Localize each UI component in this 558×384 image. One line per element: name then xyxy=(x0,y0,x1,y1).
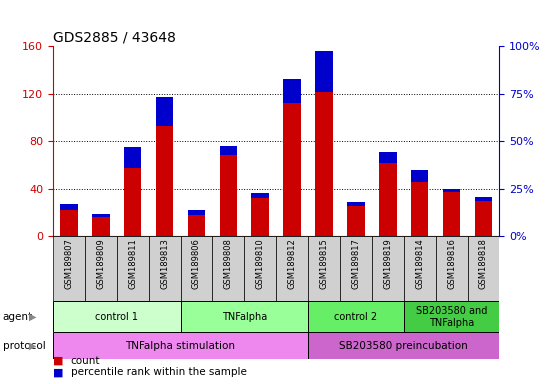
Text: TNFalpha stimulation: TNFalpha stimulation xyxy=(126,341,235,351)
Bar xyxy=(411,170,429,182)
Bar xyxy=(308,332,499,359)
Text: protocol: protocol xyxy=(3,341,46,351)
Bar xyxy=(53,301,181,332)
Text: control 2: control 2 xyxy=(334,312,377,322)
Bar xyxy=(252,198,269,236)
Bar xyxy=(220,156,237,236)
Text: SB203580 and
TNFalpha: SB203580 and TNFalpha xyxy=(416,306,487,328)
Bar xyxy=(244,236,276,301)
Bar xyxy=(92,217,109,236)
Text: GSM189812: GSM189812 xyxy=(288,238,297,289)
Bar xyxy=(283,79,301,103)
Text: GSM189806: GSM189806 xyxy=(192,238,201,289)
Bar xyxy=(468,236,499,301)
Text: ■: ■ xyxy=(53,356,64,366)
Bar xyxy=(315,51,333,93)
Text: GSM189813: GSM189813 xyxy=(160,238,169,289)
Text: GSM189816: GSM189816 xyxy=(447,238,456,289)
Bar xyxy=(436,236,468,301)
Bar xyxy=(60,210,78,236)
Bar xyxy=(443,192,460,236)
Bar xyxy=(181,236,213,301)
Bar xyxy=(347,207,365,236)
Text: GSM189819: GSM189819 xyxy=(383,238,392,289)
Text: GSM189810: GSM189810 xyxy=(256,238,264,289)
Bar xyxy=(252,194,269,198)
Bar xyxy=(92,214,109,217)
Bar xyxy=(379,152,397,162)
Bar xyxy=(156,97,174,126)
Bar xyxy=(187,215,205,236)
Bar xyxy=(340,236,372,301)
Bar xyxy=(156,126,174,236)
Bar xyxy=(475,197,492,200)
Bar xyxy=(124,169,142,236)
Text: GSM189807: GSM189807 xyxy=(65,238,74,289)
Text: GSM189818: GSM189818 xyxy=(479,238,488,289)
Bar xyxy=(60,204,78,210)
Text: control 1: control 1 xyxy=(95,312,138,322)
Text: GSM189814: GSM189814 xyxy=(415,238,424,289)
Text: GSM189811: GSM189811 xyxy=(128,238,137,289)
Bar xyxy=(475,200,492,236)
Text: GSM189809: GSM189809 xyxy=(97,238,105,289)
Text: agent: agent xyxy=(3,312,33,322)
Bar xyxy=(411,182,429,236)
Bar xyxy=(220,146,237,156)
Text: ▶: ▶ xyxy=(29,312,36,322)
Text: GSM189808: GSM189808 xyxy=(224,238,233,289)
Bar xyxy=(308,236,340,301)
Text: count: count xyxy=(71,356,100,366)
Bar xyxy=(347,202,365,207)
Bar xyxy=(283,103,301,236)
Bar xyxy=(276,236,308,301)
Text: ▶: ▶ xyxy=(29,341,36,351)
Bar xyxy=(315,93,333,236)
Bar xyxy=(53,332,308,359)
Bar xyxy=(181,301,308,332)
Text: ■: ■ xyxy=(53,367,64,377)
Bar xyxy=(85,236,117,301)
Text: GSM189817: GSM189817 xyxy=(352,238,360,289)
Bar xyxy=(372,236,404,301)
Text: TNFalpha: TNFalpha xyxy=(222,312,267,322)
Bar xyxy=(53,236,85,301)
Bar xyxy=(117,236,148,301)
Bar xyxy=(443,189,460,192)
Bar xyxy=(148,236,181,301)
Text: GDS2885 / 43648: GDS2885 / 43648 xyxy=(53,30,176,44)
Bar xyxy=(308,301,404,332)
Bar xyxy=(187,210,205,215)
Bar xyxy=(379,162,397,236)
Bar xyxy=(124,147,142,169)
Bar xyxy=(213,236,244,301)
Text: percentile rank within the sample: percentile rank within the sample xyxy=(71,367,247,377)
Text: SB203580 preincubation: SB203580 preincubation xyxy=(339,341,468,351)
Text: GSM189815: GSM189815 xyxy=(320,238,329,289)
Bar xyxy=(404,301,499,332)
Bar xyxy=(404,236,436,301)
